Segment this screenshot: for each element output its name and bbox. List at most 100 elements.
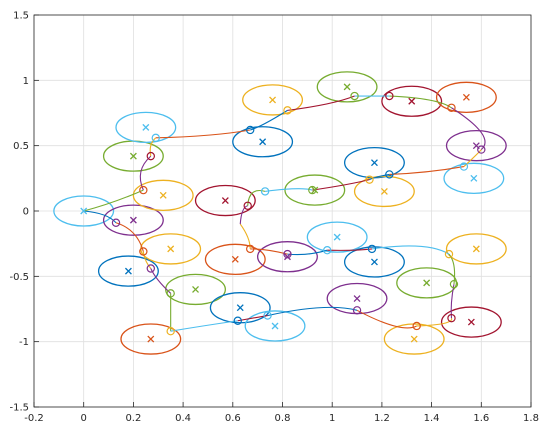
target-ellipse xyxy=(306,221,368,253)
target-ellipse xyxy=(242,84,304,116)
waypoint-marker xyxy=(365,175,374,184)
target-ellipse xyxy=(435,81,497,113)
target-ellipse xyxy=(209,292,271,324)
target-marker xyxy=(472,142,480,150)
target-ellipse xyxy=(445,129,507,162)
target-marker xyxy=(472,245,480,253)
waypoint-marker xyxy=(412,321,421,331)
waypoint-marker xyxy=(444,249,454,259)
trajectory-segment xyxy=(389,166,464,175)
waypoint-marker xyxy=(166,289,175,298)
x-axis: -0.2 0 0.2 0.4 0.6 0.8 1 1.2 1.4 1.6 1.8 xyxy=(24,402,539,424)
target-marker xyxy=(370,258,378,266)
trajectory-segment xyxy=(237,314,268,322)
y-axis: -1.5 -1 -0.5 0 0.5 1 1.5 xyxy=(9,11,39,414)
trajectory-segment xyxy=(267,306,358,317)
target-ellipse xyxy=(353,175,415,208)
waypoint-marker xyxy=(350,91,359,101)
x-tick-label: 1.2 xyxy=(374,413,390,424)
waypoint-marker xyxy=(139,247,148,256)
waypoint-marker xyxy=(146,151,155,161)
trajectory-segment xyxy=(83,210,117,224)
target-ellipse xyxy=(194,184,256,217)
target-ellipse xyxy=(316,71,378,103)
target-ellipse xyxy=(165,273,226,306)
target-marker xyxy=(159,191,167,199)
target-marker xyxy=(470,174,478,182)
target-marker xyxy=(167,245,175,253)
target-ellipse xyxy=(97,255,159,287)
x-tick-label: 0.6 xyxy=(225,413,241,424)
y-tick-label: -1.5 xyxy=(9,403,29,414)
target-marker xyxy=(124,267,132,275)
target-ellipse xyxy=(204,243,266,276)
trajectory-segment xyxy=(265,188,313,192)
trajectory-segment xyxy=(149,137,157,157)
waypoint-marker xyxy=(447,313,456,323)
target-ellipse xyxy=(445,233,507,265)
target-marker xyxy=(408,97,416,105)
x-tick-label: -0.2 xyxy=(24,413,44,424)
target-marker xyxy=(259,138,267,146)
trajectory-segment xyxy=(371,245,450,255)
target-marker xyxy=(271,322,279,330)
y-tick-label: 0.5 xyxy=(13,141,29,152)
trajectory-segment xyxy=(239,205,248,225)
target-ellipse xyxy=(284,174,346,206)
waypoint-marker xyxy=(260,187,270,196)
target-ellipse xyxy=(383,323,445,355)
waypoint-marker xyxy=(245,125,255,135)
waypoint-marker xyxy=(146,264,155,273)
waypoint-marker xyxy=(449,279,459,289)
target-ellipse xyxy=(343,246,405,278)
y-tick-label: 0 xyxy=(23,207,29,218)
waypoint-marker xyxy=(263,311,272,320)
target-marker xyxy=(236,304,244,312)
y-tick-label: 1.5 xyxy=(13,11,29,22)
target-ellipse xyxy=(115,111,177,144)
target-marker xyxy=(129,152,137,160)
x-tick-label: 0.2 xyxy=(125,413,141,424)
target-marker xyxy=(423,279,431,287)
target-marker xyxy=(284,253,291,261)
trajectory-segment xyxy=(416,317,453,327)
target-ellipse xyxy=(102,204,164,236)
trajectory-segment xyxy=(287,95,355,111)
target-marker xyxy=(147,335,155,343)
y-tick-label: 1 xyxy=(23,76,29,87)
waypoint-marker xyxy=(233,316,242,325)
x-tick-label: 1.4 xyxy=(424,413,440,424)
waypoint-marker xyxy=(352,306,362,315)
target-ellipse xyxy=(443,162,505,195)
trajectory-segment xyxy=(170,320,238,332)
target-marker xyxy=(410,335,418,343)
waypoints-layer xyxy=(111,91,486,336)
target-marker xyxy=(129,216,137,224)
ellipses-layer xyxy=(53,71,507,355)
x-tick-label: 1.6 xyxy=(473,413,489,424)
trajectory-segment xyxy=(369,173,390,181)
target-marker xyxy=(343,83,351,91)
x-tick-label: 1 xyxy=(329,413,335,424)
target-ellipse xyxy=(381,85,443,117)
target-marker xyxy=(380,187,388,195)
waypoint-marker xyxy=(283,249,292,259)
target-marker xyxy=(142,123,150,131)
x-tick-label: 0 xyxy=(81,413,87,424)
trajectory-segment xyxy=(155,129,251,139)
x-tick-label: 0.4 xyxy=(175,413,191,424)
y-tick-label: -1 xyxy=(19,337,29,348)
waypoint-marker xyxy=(477,145,486,154)
waypoint-marker xyxy=(283,106,292,115)
waypoint-marker xyxy=(323,245,332,255)
target-ellipse xyxy=(440,306,502,338)
target-ellipse xyxy=(120,323,182,355)
waypoint-marker xyxy=(447,103,456,112)
target-ellipse xyxy=(244,310,306,342)
target-marker xyxy=(221,197,229,205)
target-marker xyxy=(333,233,341,241)
trajectory-segment xyxy=(142,251,152,269)
waypoint-marker xyxy=(243,201,252,210)
target-marker xyxy=(353,295,361,303)
